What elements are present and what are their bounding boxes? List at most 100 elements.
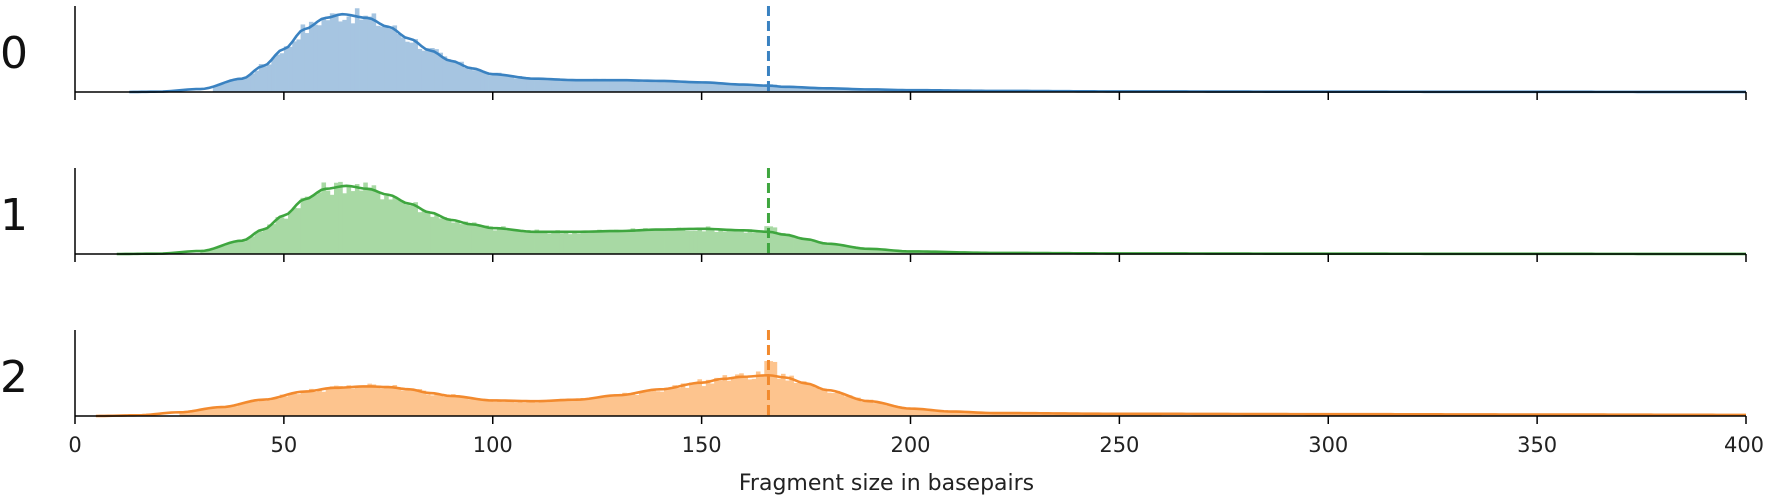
histogram-bar bbox=[705, 379, 711, 416]
histogram-bar bbox=[279, 217, 285, 254]
histogram-bar bbox=[601, 397, 606, 416]
histogram-bar bbox=[526, 230, 531, 254]
histogram-bar bbox=[283, 396, 289, 416]
histogram-bar bbox=[476, 398, 481, 416]
histogram-bar bbox=[647, 81, 652, 92]
x-tick-label: 250 bbox=[1099, 433, 1139, 457]
histogram-bar bbox=[555, 230, 560, 254]
histogram-bar bbox=[672, 385, 677, 416]
histogram-bar bbox=[701, 81, 707, 92]
histogram-bar bbox=[442, 56, 448, 92]
x-tick-label: 100 bbox=[473, 433, 513, 457]
histogram-bar bbox=[217, 407, 222, 416]
histogram-bar bbox=[304, 390, 310, 416]
histogram-bar bbox=[643, 228, 648, 254]
histogram-bar bbox=[739, 229, 744, 254]
histogram-bar bbox=[254, 70, 260, 92]
histogram-bar bbox=[718, 380, 723, 416]
histogram-bar bbox=[839, 244, 845, 254]
histogram-bar bbox=[989, 413, 995, 416]
histogram-bar bbox=[751, 85, 757, 92]
histogram-bar bbox=[655, 229, 661, 254]
histogram-bar bbox=[225, 405, 230, 416]
histogram-bar bbox=[743, 232, 748, 254]
histogram-bar bbox=[852, 398, 857, 416]
histogram-bar bbox=[267, 400, 272, 416]
histogram-bar bbox=[396, 388, 402, 416]
histogram-bar bbox=[806, 87, 811, 92]
histogram-bar bbox=[275, 54, 281, 92]
histogram-bar bbox=[455, 221, 460, 254]
histogram-bar bbox=[233, 80, 239, 92]
histogram-bar bbox=[772, 361, 778, 416]
histogram-bar bbox=[296, 394, 301, 416]
histogram-bar bbox=[601, 232, 606, 254]
histogram-bar bbox=[877, 89, 882, 92]
histogram-bar bbox=[304, 33, 310, 92]
histogram-bar bbox=[689, 231, 694, 254]
histogram-bar bbox=[258, 63, 264, 92]
histogram-bar bbox=[246, 238, 251, 254]
x-tick-label: 0 bbox=[68, 433, 81, 457]
histogram-bar bbox=[179, 412, 185, 416]
histogram-bar bbox=[476, 70, 481, 92]
histogram-bar bbox=[534, 402, 540, 416]
histogram-bar bbox=[810, 241, 815, 254]
histogram-bar bbox=[572, 231, 577, 254]
panel-2: 2 bbox=[0, 330, 1747, 424]
histogram-bar bbox=[1052, 413, 1058, 416]
histogram-bar bbox=[893, 407, 899, 416]
histogram-bar bbox=[292, 41, 297, 92]
histogram-bar bbox=[755, 371, 761, 416]
histogram-bar bbox=[797, 236, 803, 254]
histogram-bar bbox=[530, 231, 535, 254]
histogram-bar bbox=[246, 75, 251, 92]
histogram-bar bbox=[572, 399, 577, 416]
histogram-bar bbox=[242, 241, 247, 254]
histogram-bar bbox=[563, 231, 569, 254]
x-tick-label: 300 bbox=[1308, 433, 1348, 457]
histogram-bar bbox=[680, 383, 686, 416]
histogram-bar bbox=[735, 84, 740, 92]
histogram-bar bbox=[831, 243, 836, 254]
histogram-bar bbox=[768, 361, 774, 416]
histogram-bar bbox=[267, 224, 272, 254]
histogram-bar bbox=[613, 394, 619, 416]
histogram-bar bbox=[221, 407, 226, 416]
histogram-bar bbox=[342, 19, 347, 92]
histogram-bar bbox=[505, 400, 510, 416]
histogram-bar bbox=[396, 34, 402, 92]
histogram-bar bbox=[668, 80, 673, 92]
histogram-bar bbox=[288, 46, 293, 92]
histogram-bar bbox=[388, 387, 393, 416]
histogram-bar bbox=[584, 399, 590, 416]
histogram-bar bbox=[221, 245, 226, 254]
histogram-bar bbox=[676, 388, 682, 416]
histogram-bar bbox=[237, 79, 243, 92]
histogram-bar bbox=[588, 81, 594, 92]
histogram-bar bbox=[735, 230, 740, 254]
histogram-bar bbox=[300, 197, 306, 254]
histogram-bar bbox=[308, 388, 314, 416]
histogram-bar bbox=[191, 410, 197, 416]
histogram-bar bbox=[801, 239, 807, 254]
histogram-bar bbox=[659, 81, 665, 92]
histogram-bar bbox=[609, 395, 615, 416]
histogram-bar bbox=[1010, 412, 1016, 416]
histogram-bar bbox=[413, 391, 418, 416]
histogram-bar bbox=[308, 196, 314, 254]
histogram-bar bbox=[747, 85, 753, 92]
histogram-bar bbox=[421, 50, 427, 92]
histogram-bar bbox=[588, 231, 594, 254]
histogram-bar bbox=[367, 383, 372, 416]
histogram-bar bbox=[914, 408, 920, 416]
histogram-bar bbox=[739, 373, 744, 416]
histogram-bar bbox=[835, 245, 840, 254]
histogram-bar bbox=[680, 227, 686, 254]
histogram-bar bbox=[806, 239, 811, 254]
histogram-bar bbox=[593, 231, 598, 254]
histogram-bar bbox=[501, 75, 506, 92]
histogram-bar bbox=[275, 216, 281, 254]
histogram-bars-1 bbox=[200, 181, 1162, 254]
histogram-bar bbox=[342, 386, 347, 416]
